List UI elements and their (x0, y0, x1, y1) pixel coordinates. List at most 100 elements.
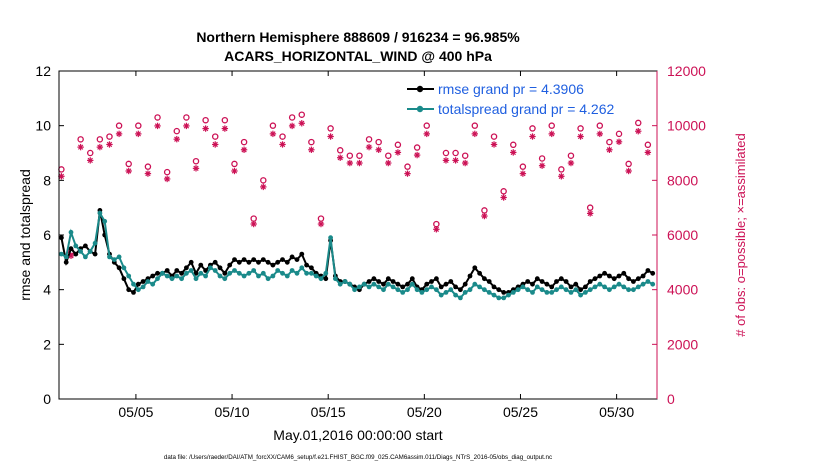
x-tick-label: 05/25 (503, 404, 538, 420)
obs-possible-marker (298, 111, 306, 118)
point-rmse (236, 259, 242, 265)
point-rmse (73, 251, 79, 257)
obs-assimilated-marker (606, 146, 613, 153)
y-tick-label-left: 4 (43, 282, 51, 298)
obs-assimilated-marker (586, 210, 594, 217)
obs-assimilated-marker (635, 128, 642, 135)
obs-assimilated-marker (394, 149, 402, 156)
point-rmse (150, 273, 156, 279)
point-rmse (640, 273, 646, 279)
point-rmse (424, 281, 430, 287)
point-rmse (116, 265, 122, 271)
point-totalspread (102, 218, 108, 224)
obs-possible-marker (385, 152, 392, 159)
point-totalspread (193, 276, 199, 282)
point-totalspread (78, 249, 83, 254)
point-rmse (135, 281, 141, 287)
point-totalspread (169, 276, 175, 282)
obs-assimilated-marker (548, 130, 555, 138)
obs-possible-marker (173, 127, 181, 135)
point-rmse (270, 262, 276, 268)
x-tick-label: 05/10 (215, 404, 250, 420)
point-rmse (573, 281, 579, 287)
obs-possible-marker (260, 177, 267, 184)
obs-assimilated-marker (433, 226, 440, 233)
obs-possible-marker (154, 114, 161, 121)
obs-possible-marker (577, 125, 584, 132)
obs-possible-marker (115, 122, 123, 129)
point-rmse (198, 262, 204, 268)
obs-possible-marker (356, 152, 363, 159)
point-rmse (563, 279, 569, 284)
obs-possible-marker (490, 133, 498, 140)
point-rmse (241, 257, 247, 262)
obs-assimilated-marker (240, 146, 248, 153)
obs-assimilated-marker (135, 130, 142, 138)
obs-possible-marker (461, 152, 469, 159)
obs-assimilated-marker (163, 175, 171, 183)
y-tick-label-right: 6000 (667, 227, 698, 243)
point-totalspread (534, 284, 540, 290)
point-totalspread (554, 287, 559, 293)
obs-assimilated-marker (192, 165, 200, 172)
point-rmse (366, 279, 372, 284)
point-totalspread (520, 284, 526, 290)
point-rmse (376, 279, 382, 284)
point-totalspread (400, 290, 406, 295)
point-totalspread (323, 270, 329, 276)
point-totalspread (458, 295, 463, 301)
point-rmse (477, 270, 482, 276)
point-totalspread (236, 270, 242, 276)
point-rmse (68, 246, 74, 252)
obs-possible-marker (346, 152, 354, 159)
point-totalspread (68, 229, 74, 235)
point-totalspread (424, 287, 430, 293)
point-totalspread (208, 265, 213, 271)
point-rmse (256, 259, 261, 265)
point-totalspread (265, 276, 271, 282)
point-totalspread (275, 268, 281, 273)
point-totalspread (385, 281, 391, 287)
point-totalspread (241, 273, 247, 279)
point-rmse (63, 259, 69, 265)
obs-assimilated-marker (58, 173, 65, 180)
point-totalspread (467, 287, 473, 293)
point-totalspread (328, 235, 333, 241)
point-totalspread (357, 284, 362, 290)
point-totalspread (318, 276, 324, 282)
point-totalspread (587, 287, 593, 293)
obs-possible-marker (558, 166, 565, 173)
obs-possible-marker (106, 133, 113, 140)
point-totalspread (650, 281, 656, 287)
point-totalspread (116, 254, 122, 260)
obs-assimilated-marker (308, 146, 315, 153)
point-rmse (251, 257, 257, 262)
obs-assimilated-marker (452, 157, 459, 164)
obs-possible-marker (567, 152, 575, 159)
point-rmse (602, 270, 607, 276)
point-totalspread (313, 273, 319, 279)
obs-assimilated-marker (519, 170, 527, 177)
obs-possible-marker (288, 114, 296, 121)
point-rmse (385, 276, 391, 282)
legend-rmse-marker (416, 85, 424, 93)
obs-assimilated-marker (212, 141, 219, 148)
point-totalspread (342, 279, 348, 284)
point-totalspread (539, 287, 545, 293)
obs-assimilated-marker (500, 194, 507, 201)
point-rmse (482, 276, 487, 282)
point-totalspread (59, 251, 64, 257)
y-tick-label-left: 10 (35, 118, 51, 134)
point-rmse (323, 276, 329, 282)
obs-possible-marker (644, 141, 652, 149)
point-totalspread (472, 281, 478, 287)
point-totalspread (525, 287, 531, 293)
point-totalspread (140, 284, 146, 290)
point-totalspread (164, 273, 170, 279)
footnote: data file: /Users/raeder/DAI/ATM_forcXX/… (164, 454, 552, 461)
obs-assimilated-marker (461, 159, 469, 167)
point-rmse (434, 276, 439, 282)
obs-possible-marker (77, 136, 84, 143)
point-totalspread (616, 281, 622, 287)
point-totalspread (304, 270, 309, 276)
